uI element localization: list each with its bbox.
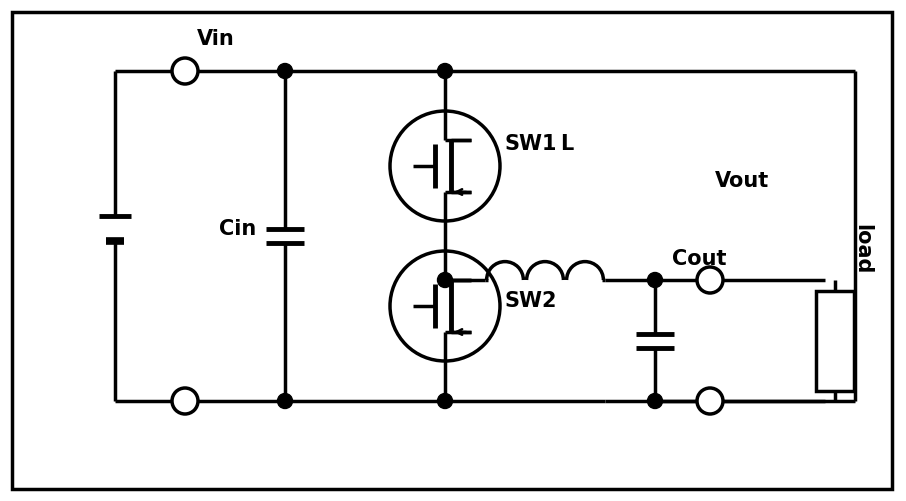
Text: Vout: Vout: [715, 171, 769, 191]
Circle shape: [438, 64, 452, 79]
Circle shape: [277, 393, 293, 408]
Text: SW2: SW2: [505, 291, 557, 311]
Text: L: L: [560, 134, 573, 154]
Circle shape: [697, 267, 723, 293]
Text: load: load: [852, 224, 872, 274]
Text: Vin: Vin: [197, 29, 235, 49]
Text: Cin: Cin: [218, 219, 256, 239]
Circle shape: [648, 273, 662, 288]
Text: SW1: SW1: [505, 134, 557, 154]
Bar: [816, 291, 854, 390]
Circle shape: [648, 393, 662, 408]
Circle shape: [172, 58, 198, 84]
Circle shape: [172, 388, 198, 414]
Circle shape: [697, 388, 723, 414]
Circle shape: [438, 393, 452, 408]
Text: Cout: Cout: [672, 249, 727, 269]
Circle shape: [438, 273, 452, 288]
Circle shape: [277, 64, 293, 79]
